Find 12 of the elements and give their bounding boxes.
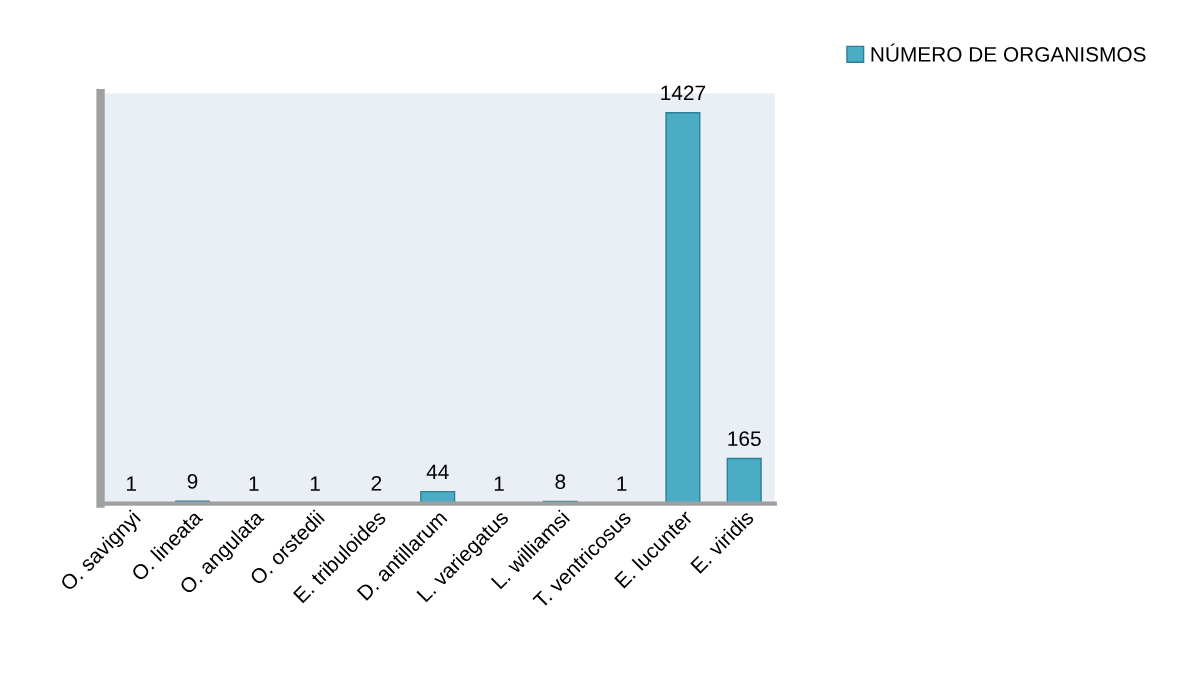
data-label: 44	[426, 464, 449, 479]
data-label: 8	[555, 474, 566, 490]
data-label: 1427	[661, 85, 706, 101]
data-label: 1	[249, 476, 259, 491]
legend-label: NÚMERO DE ORGANISMOS	[871, 43, 1146, 62]
data-label: 165	[728, 431, 761, 447]
data-label: 9	[187, 474, 198, 489]
data-label: 1	[617, 476, 627, 491]
data-label: 2	[371, 475, 382, 491]
data-label: 1	[310, 476, 320, 491]
data-label: 1	[494, 476, 504, 491]
data-label: 1	[127, 476, 136, 491]
